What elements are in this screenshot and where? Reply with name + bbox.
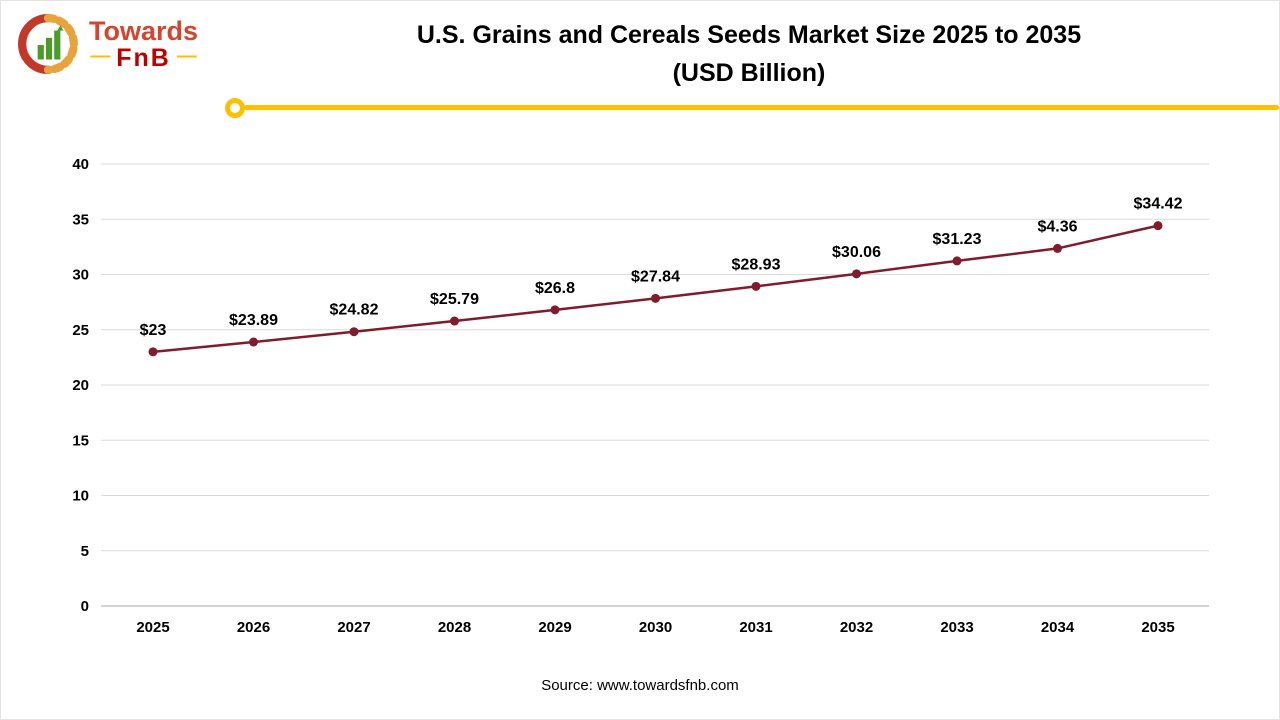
data-point	[148, 347, 158, 357]
data-point	[651, 293, 660, 303]
point-label: $27.84	[631, 268, 680, 285]
x-axis-label: 2026	[237, 619, 270, 636]
logo-arrow	[57, 25, 64, 31]
point-label: $23.89	[229, 312, 278, 329]
x-axis-label: 2028	[438, 619, 471, 636]
y-tick-label: 15	[72, 432, 89, 449]
logo-gold-arc	[43, 14, 78, 74]
divider-rule	[244, 105, 1279, 110]
data-point	[450, 316, 459, 326]
point-label: $26.8	[535, 280, 575, 297]
x-axis-label: 2030	[639, 619, 672, 636]
divider-ring	[225, 98, 245, 118]
x-axis-label: 2032	[840, 619, 873, 636]
chart-title-line2: (USD Billion)	[672, 58, 826, 87]
brand-dash-left: —	[90, 44, 111, 67]
point-label: $24.82	[330, 302, 379, 319]
chart-title-line1: U.S. Grains and Cereals Seeds Market Siz…	[416, 21, 1082, 49]
data-point	[751, 281, 761, 291]
point-label: $4.36	[1037, 218, 1077, 235]
brand-logo-icon	[18, 14, 78, 74]
point-label: $31.23	[933, 231, 982, 248]
y-tick-label: 40	[72, 156, 89, 173]
point-label: $23	[140, 322, 167, 339]
brand-logo-text: Towards — FnB —	[89, 15, 199, 73]
brand-name-bottom-row: — FnB —	[90, 44, 197, 73]
y-tick-label: 5	[81, 543, 89, 560]
source-text: Source: www.towardsfnb.com	[541, 677, 739, 694]
x-axis-label: 2027	[337, 619, 370, 636]
y-tick-label: 10	[72, 488, 89, 505]
logo-bar-2	[45, 37, 53, 60]
x-axis-label: 2029	[538, 619, 571, 636]
point-label: $28.93	[732, 256, 781, 273]
chart-title: U.S. Grains and Cereals Seeds Market Siz…	[231, 17, 1267, 92]
x-axis-label: 2025	[136, 619, 169, 636]
y-tick-label: 0	[81, 598, 89, 615]
y-tick-label: 30	[72, 267, 89, 284]
x-axis-label: 2034	[1041, 619, 1075, 636]
data-point	[550, 305, 560, 315]
y-tick-label: 25	[72, 322, 89, 339]
data-point	[852, 269, 861, 279]
data-point	[1053, 243, 1062, 253]
brand-name-top: Towards	[89, 15, 199, 46]
brand-logo: Towards — FnB —	[17, 13, 198, 75]
brand-dash-right: —	[176, 44, 197, 67]
data-point	[349, 327, 359, 337]
logo-bar-1	[37, 45, 44, 60]
series-line	[151, 224, 1160, 354]
data-point	[952, 256, 962, 266]
y-tick-label: 35	[72, 211, 89, 228]
point-label: $25.79	[430, 291, 479, 308]
point-label: $34.42	[1134, 196, 1183, 213]
x-axis-label: 2033	[940, 619, 973, 636]
logo-red-arc	[18, 14, 53, 74]
brand-name-bottom: FnB	[116, 44, 171, 73]
data-point	[249, 337, 258, 347]
logo-bar-3	[54, 30, 61, 60]
y-tick-label: 20	[72, 377, 89, 394]
data-point	[1153, 221, 1163, 231]
x-axis-label: 2031	[739, 619, 772, 636]
point-label: $30.06	[832, 244, 881, 261]
x-axis-label: 2035	[1141, 619, 1174, 636]
